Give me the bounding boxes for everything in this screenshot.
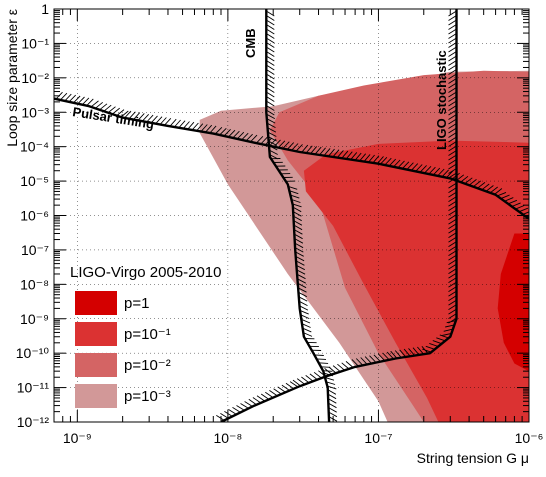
tick-labels: 10⁻⁹ 10⁻⁸ 10⁻⁷ 10⁻⁶ 1 10⁻¹ 10⁻² 10⁻³ 10⁻⁴ 10⁻⁵ 10⁻… <box>16 1 544 446</box>
constraint-label-cmb: CMB <box>243 28 258 58</box>
x-axis-label: String tension G μ <box>417 450 529 466</box>
legend-label-0: p=1 <box>124 295 149 312</box>
x-tick-label: 10⁻⁷ <box>364 430 392 446</box>
constraint-line-0 <box>265 9 331 422</box>
axis-ticks <box>53 8 530 423</box>
legend-swatch-1 <box>75 322 117 346</box>
y-tick-label: 10⁻³ <box>21 104 49 120</box>
y-axis-label: Loop size parameter ε <box>4 9 20 147</box>
legend: LIGO-Virgo 2005-2010 p=1 p=10⁻¹ p=10⁻² p… <box>70 264 222 408</box>
y-tick-label: 10⁻¹⁰ <box>16 345 50 361</box>
y-tick-label: 10⁻¹² <box>17 414 50 430</box>
legend-swatch-0 <box>75 291 117 315</box>
y-tick-label: 10⁻⁶ <box>20 208 49 224</box>
y-tick-label: 10⁻⁵ <box>20 173 49 189</box>
x-tick-label: 10⁻⁶ <box>515 430 544 446</box>
constraint-lines <box>54 9 529 422</box>
y-tick-label: 1 <box>41 1 49 17</box>
legend-label-1: p=10⁻¹ <box>124 326 171 343</box>
constraint-hatch-0 <box>266 10 338 422</box>
legend-swatch-3 <box>75 384 117 408</box>
y-tick-label: 10⁻⁷ <box>21 242 49 258</box>
y-tick-label: 10⁻⁸ <box>20 276 49 292</box>
legend-swatch-2 <box>75 353 117 377</box>
legend-title: LIGO-Virgo 2005-2010 <box>70 264 222 281</box>
constraint-line-1 <box>220 9 458 422</box>
constraint-line-2 <box>54 97 529 220</box>
y-tick-label: 10⁻² <box>21 70 49 86</box>
y-tick-label: 10⁻⁴ <box>20 139 49 155</box>
area-series-3 <box>497 233 529 372</box>
constraint-hatch-1 <box>216 10 457 421</box>
legend-label-2: p=10⁻² <box>124 357 171 374</box>
y-tick-label: 10⁻¹¹ <box>17 380 50 396</box>
y-tick-label: 10⁻⁹ <box>20 311 49 327</box>
x-tick-label: 10⁻⁹ <box>63 430 92 446</box>
constraint-hatches <box>55 10 529 422</box>
area-series-2 <box>303 140 529 422</box>
constraint-label-ligo-stochastic: LIGO stochastic <box>434 50 449 150</box>
y-tick-label: 10⁻¹ <box>21 35 49 51</box>
legend-label-3: p=10⁻³ <box>124 388 171 405</box>
x-tick-label: 10⁻⁸ <box>213 430 242 446</box>
